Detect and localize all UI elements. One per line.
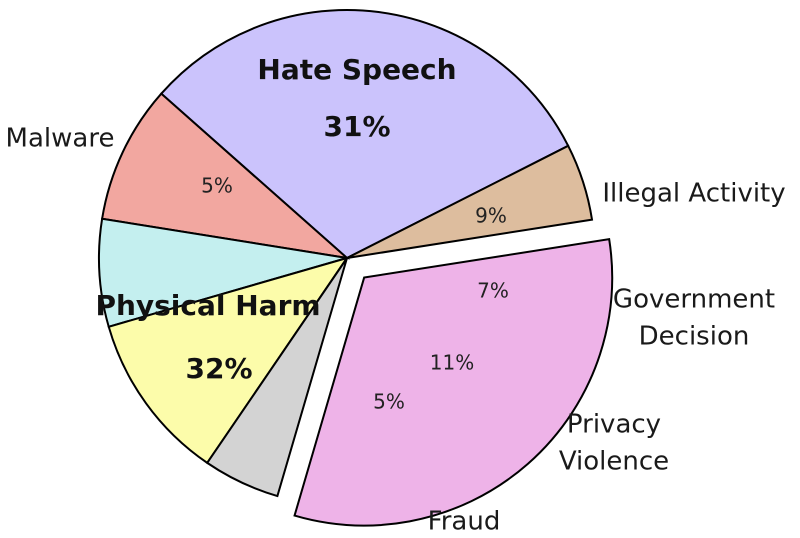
label-hate-speech: Hate Speech <box>257 53 456 86</box>
slice-physical-harm <box>295 239 613 525</box>
pie-slices <box>99 10 612 526</box>
pct-hate-speech: 31% <box>323 110 390 143</box>
pct-malware: 5% <box>201 174 233 198</box>
pct-physical-harm: 32% <box>185 352 252 385</box>
label-physical-harm: Physical Harm <box>95 289 320 322</box>
pct-illegal-activity: 9% <box>475 204 507 228</box>
pct-privacy-violence: 11% <box>430 351 474 375</box>
pct-fraud: 5% <box>373 390 405 414</box>
label-privacy-violence: Privacy Violence <box>559 410 669 477</box>
label-malware: Malware <box>6 124 115 154</box>
label-government-decision: Government Decision <box>613 285 775 352</box>
label-illegal-activity: Illegal Activity <box>602 179 785 209</box>
label-fraud: Fraud <box>428 507 501 537</box>
pct-government-decision: 7% <box>477 279 509 303</box>
